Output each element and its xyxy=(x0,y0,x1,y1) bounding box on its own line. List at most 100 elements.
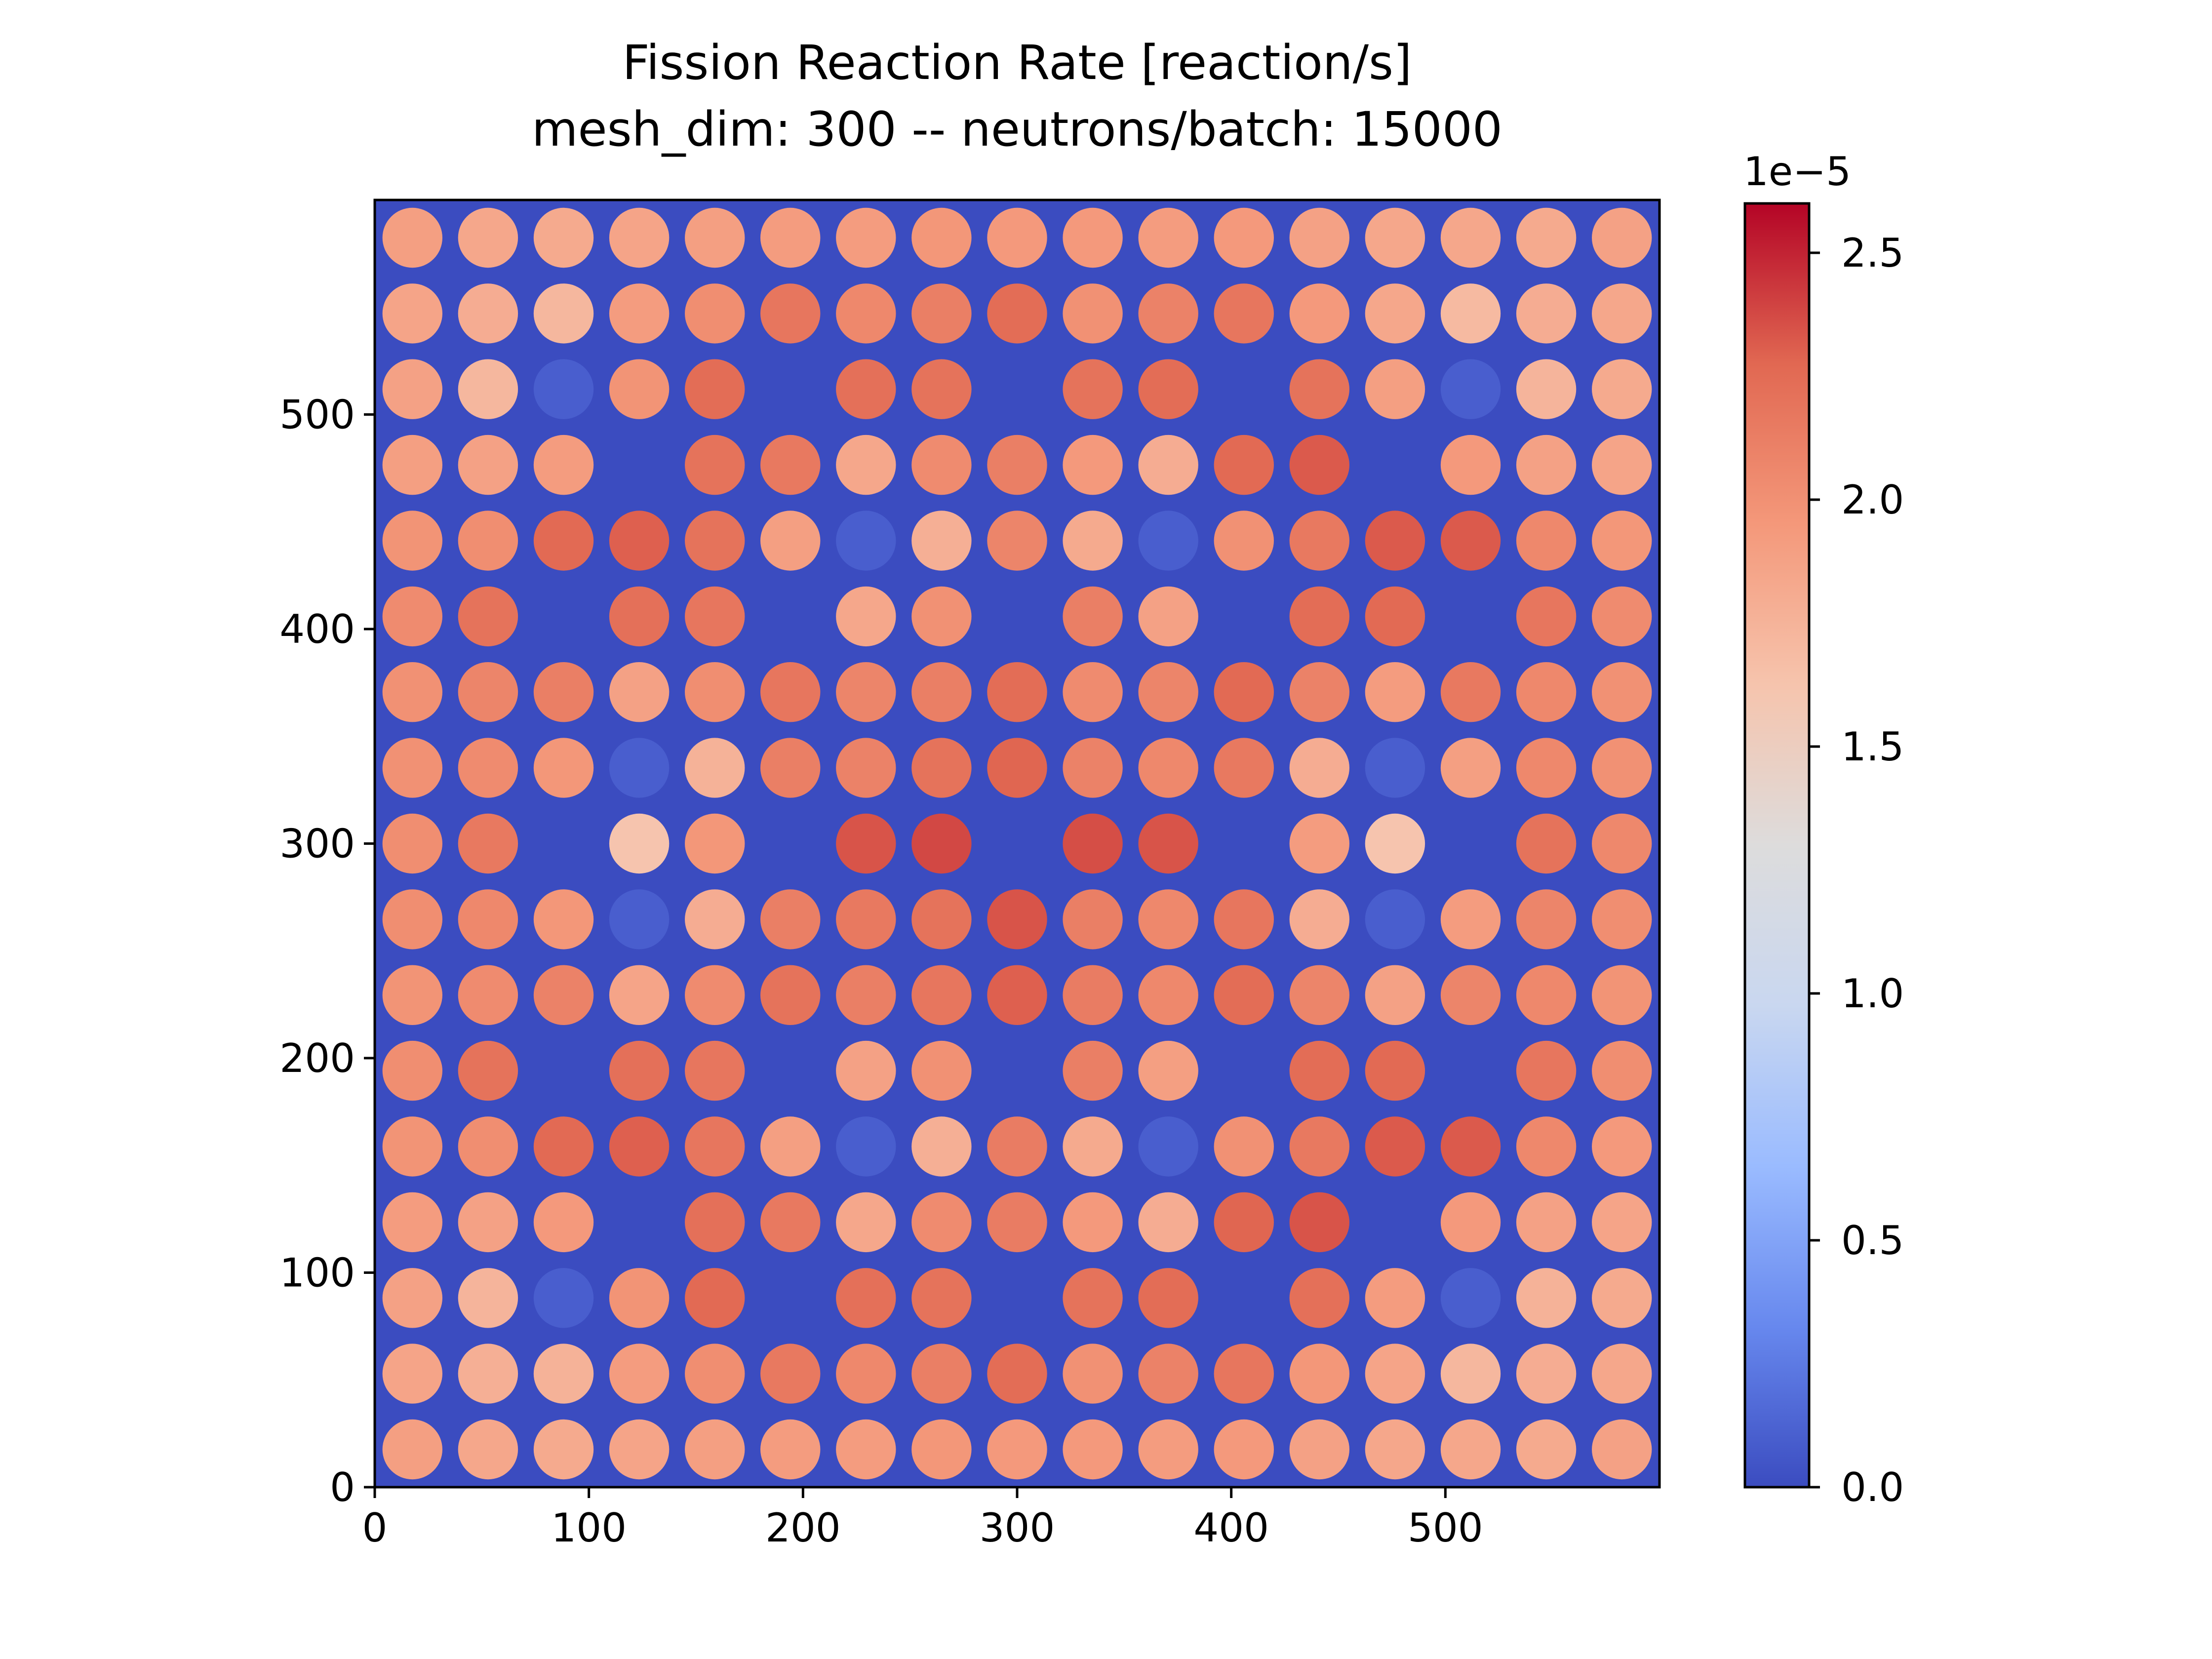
pin-cell xyxy=(1365,359,1425,419)
pin-cell xyxy=(1214,434,1274,495)
pin-cell xyxy=(1138,965,1198,1025)
pin-cell xyxy=(609,207,670,268)
pin-cell xyxy=(1063,1040,1123,1101)
colorbar-tick-label: 1.5 xyxy=(1841,724,1904,770)
pin-cell xyxy=(1592,1040,1652,1101)
pin-cell xyxy=(1365,511,1425,571)
pin-cell xyxy=(1440,511,1501,571)
pin-cell xyxy=(1516,738,1577,798)
pin-cell xyxy=(1289,283,1349,344)
x-tick-label: 0 xyxy=(362,1505,388,1551)
pin-cell xyxy=(1289,889,1349,949)
colorbar-tick-label: 0.5 xyxy=(1841,1218,1904,1264)
pin-cell xyxy=(911,1116,972,1177)
pin-cell xyxy=(1516,586,1577,647)
heatmap-background xyxy=(375,200,1659,1487)
pin-cell xyxy=(382,1040,442,1101)
pin-cell xyxy=(609,1419,670,1480)
pin-cell xyxy=(760,889,821,949)
colorbar-gradient xyxy=(1743,202,1811,1489)
pin-cell xyxy=(836,586,896,647)
pin-cell xyxy=(1138,1343,1198,1404)
pin-cell xyxy=(1063,662,1123,722)
pin-cell xyxy=(1289,434,1349,495)
pin-cell xyxy=(1592,889,1652,949)
pin-cell xyxy=(458,1192,518,1253)
pin-cell xyxy=(911,511,972,571)
y-tick-label: 500 xyxy=(279,392,355,438)
pin-cell xyxy=(685,511,745,571)
pin-cell xyxy=(458,1040,518,1101)
pin-cell xyxy=(1063,738,1123,798)
pin-cell xyxy=(1592,207,1652,268)
pin-cell xyxy=(609,738,670,798)
pin-cell xyxy=(1138,511,1198,571)
pin-cell xyxy=(911,283,972,344)
pin-cell xyxy=(1063,1343,1123,1404)
pin-cell xyxy=(382,586,442,647)
pin-cell xyxy=(836,1268,896,1328)
pin-cell xyxy=(685,283,745,344)
pin-cell xyxy=(911,813,972,874)
pin-cell xyxy=(987,207,1047,268)
pin-cell xyxy=(1214,1192,1274,1253)
pin-cell xyxy=(1138,1268,1198,1328)
pin-cell xyxy=(1138,283,1198,344)
pin-cell xyxy=(836,813,896,874)
pin-cell xyxy=(533,662,594,722)
colorbar-tick-label: 1.0 xyxy=(1841,971,1904,1017)
pin-cell xyxy=(609,511,670,571)
pin-cell xyxy=(1516,1343,1577,1404)
pin-cell xyxy=(760,965,821,1025)
pin-cell xyxy=(836,511,896,571)
y-tick-label: 100 xyxy=(279,1250,355,1296)
pin-cell xyxy=(836,1343,896,1404)
x-tick-label: 400 xyxy=(1193,1505,1269,1551)
pin-cell xyxy=(1289,813,1349,874)
pin-cell xyxy=(1440,1192,1501,1253)
pin-cell xyxy=(1063,1419,1123,1480)
pin-cell xyxy=(987,283,1047,344)
x-tick-label: 100 xyxy=(551,1505,627,1551)
pin-cell xyxy=(760,511,821,571)
pin-cell xyxy=(458,1268,518,1328)
pin-cell xyxy=(1063,813,1123,874)
pin-cell xyxy=(1516,1268,1577,1328)
pin-cell xyxy=(1516,207,1577,268)
pin-cell xyxy=(1063,434,1123,495)
pin-cell xyxy=(382,434,442,495)
pin-cell xyxy=(458,813,518,874)
pin-cell xyxy=(1138,1192,1198,1253)
pin-cell xyxy=(1138,662,1198,722)
pin-cell xyxy=(685,207,745,268)
pin-cell xyxy=(1516,965,1577,1025)
pin-cell xyxy=(760,434,821,495)
pin-cell xyxy=(685,586,745,647)
pin-cell xyxy=(987,1116,1047,1177)
pin-cell xyxy=(1289,1343,1349,1404)
pin-cell xyxy=(1516,813,1577,874)
pin-cell xyxy=(382,283,442,344)
pin-cell xyxy=(685,965,745,1025)
pin-cell xyxy=(1516,359,1577,419)
pin-cell xyxy=(1063,1192,1123,1253)
pin-cell xyxy=(1138,359,1198,419)
colorbar-tick-label: 2.0 xyxy=(1841,477,1904,523)
pin-cell xyxy=(685,1116,745,1177)
pin-cell xyxy=(533,207,594,268)
pin-cell xyxy=(1214,889,1274,949)
pin-cell xyxy=(760,1192,821,1253)
pin-cell xyxy=(1365,662,1425,722)
pin-cell xyxy=(1214,283,1274,344)
pin-cell xyxy=(685,1192,745,1253)
pin-cell xyxy=(911,889,972,949)
pin-cell xyxy=(987,511,1047,571)
pin-cell xyxy=(1214,1343,1274,1404)
pin-cell xyxy=(1365,1343,1425,1404)
pin-cell xyxy=(1138,1116,1198,1177)
pin-cell xyxy=(836,662,896,722)
pin-cell xyxy=(382,965,442,1025)
pin-cell xyxy=(1592,1419,1652,1480)
pin-cell xyxy=(911,1040,972,1101)
pin-cell xyxy=(1138,1419,1198,1480)
